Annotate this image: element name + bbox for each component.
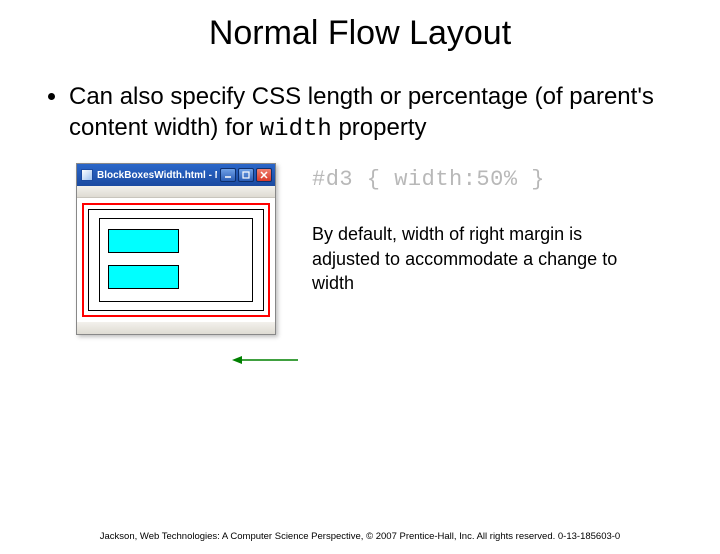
cyan-box	[108, 265, 179, 289]
bullet-item: Can also specify CSS length or percentag…	[48, 81, 680, 145]
browser-window: BlockBoxesWidth.html - M...	[76, 163, 276, 335]
footer-citation: Jackson, Web Technologies: A Computer Sc…	[0, 531, 720, 542]
browser-statusbar	[77, 322, 275, 334]
bullet-text: Can also specify CSS length or percentag…	[69, 81, 680, 145]
minimize-icon	[224, 171, 232, 179]
browser-toolbar	[77, 186, 275, 198]
window-app-icon	[81, 169, 93, 181]
maximize-icon	[242, 171, 250, 179]
titlebar: BlockBoxesWidth.html - M...	[77, 164, 275, 186]
outer-black-box	[88, 209, 264, 311]
window-title: BlockBoxesWidth.html - M...	[97, 170, 217, 181]
bullet-dot-icon	[48, 93, 55, 100]
cyan-box	[108, 229, 179, 253]
outer-red-box	[82, 203, 270, 317]
minimize-button[interactable]	[220, 168, 236, 182]
bullet-text-post: property	[332, 114, 427, 141]
maximize-button[interactable]	[238, 168, 254, 182]
close-icon	[260, 171, 268, 179]
code-snippet: #d3 { width:50% }	[312, 167, 720, 192]
bullet-code: width	[260, 116, 332, 143]
inner-black-box	[99, 218, 253, 302]
arrow-icon	[232, 353, 300, 367]
window-controls	[220, 168, 272, 182]
caption-text: By default, width of right margin is adj…	[312, 222, 642, 295]
slide-title: Normal Flow Layout	[0, 14, 720, 53]
browser-viewport	[77, 198, 275, 322]
close-button[interactable]	[256, 168, 272, 182]
